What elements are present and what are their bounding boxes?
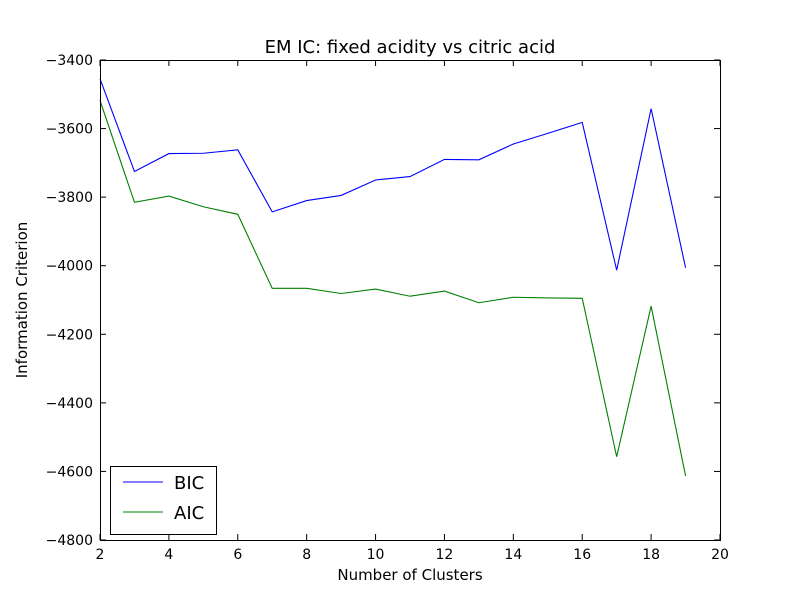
y-tick-label: −4200 (46, 327, 93, 343)
legend: BIC AIC (110, 466, 217, 535)
y-tick-label: −4800 (46, 533, 93, 549)
x-tick-label: 8 (302, 547, 311, 563)
x-axis-ticks: 2 4 6 8 10 12 14 16 18 20 (96, 60, 729, 563)
series-line-bic (99, 78, 687, 271)
x-tick-label: 12 (436, 547, 454, 563)
chart-title: EM IC: fixed acidity vs citric acid (265, 37, 556, 58)
y-tick-label: −3800 (46, 190, 93, 206)
x-tick-label: 14 (504, 547, 522, 563)
legend-box (110, 466, 217, 535)
x-tick-label: 4 (164, 547, 173, 563)
legend-label-aic: AIC (174, 503, 204, 524)
y-axis-label: Information Criterion (13, 222, 31, 379)
y-tick-label: −4400 (46, 396, 93, 412)
y-tick-label: −4600 (46, 464, 93, 480)
y-tick-label: −3600 (46, 122, 93, 138)
x-tick-label: 16 (573, 547, 591, 563)
plot-frame (100, 60, 721, 541)
x-axis-label: Number of Clusters (337, 566, 482, 584)
series-line-aic (99, 100, 687, 476)
x-tick-label: 18 (642, 547, 660, 563)
y-tick-label: −3400 (46, 53, 93, 69)
x-tick-label: 6 (233, 547, 242, 563)
series-layer (99, 78, 687, 476)
y-axis-ticks: −3400 −3600 −3800 −4000 −4200 −4400 −4600 −4800 (46, 53, 720, 549)
y-tick-label: −4000 (46, 259, 93, 275)
x-tick-label: 2 (96, 547, 105, 563)
x-tick-label: 10 (367, 547, 385, 563)
legend-label-bic: BIC (174, 473, 204, 494)
x-tick-label: 20 (711, 547, 729, 563)
